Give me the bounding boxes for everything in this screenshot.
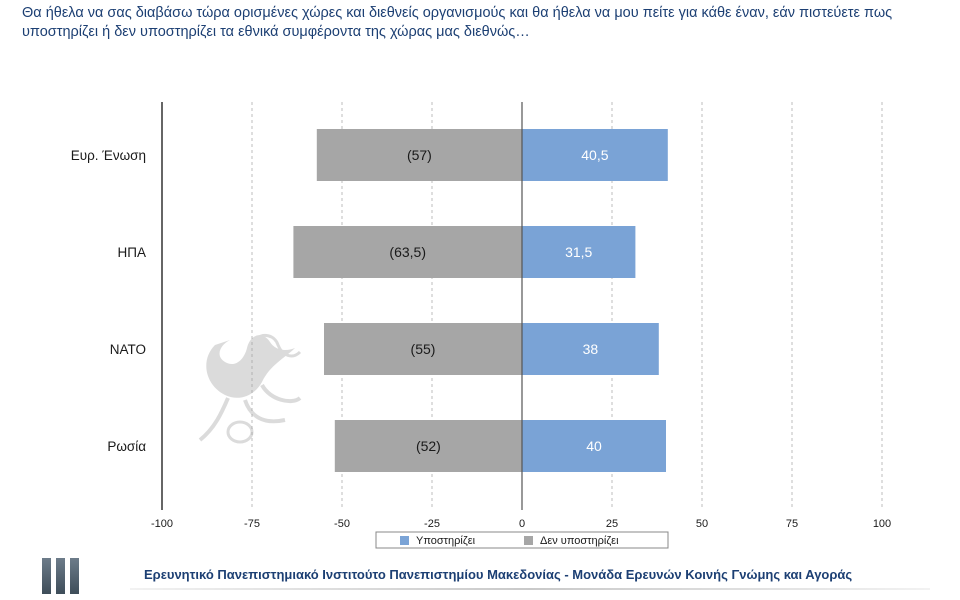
- university-logo: [42, 558, 84, 596]
- chart-axes: -100 -75 -50 -25 0 25 50 75 100 Ευρ. Ένωση ΗΠΑ ΝΑΤΟ…: [71, 102, 891, 530]
- x-tick-label: -25: [424, 518, 440, 530]
- x-tick-label: -75: [244, 518, 260, 530]
- x-tick-label: -100: [151, 518, 173, 530]
- griffin-watermark: [198, 333, 302, 444]
- chart-legend: Υποστηρίζει Δεν υποστηρίζει: [375, 531, 669, 549]
- bar-supports: [522, 420, 666, 472]
- data-label-supports: 38: [583, 341, 599, 357]
- bar-supports: [522, 226, 636, 278]
- footer-institute: Ερευνητικό Πανεπιστημιακό Ινστιτούτο Παν…: [144, 567, 853, 582]
- category-label: ΝΑΤΟ: [110, 342, 146, 357]
- bar-not-supports: [324, 323, 522, 375]
- diverging-bar-chart: (57) 40,5 (63,5) 31,5 (55) 38 (52) 40 -100 -75 -5…: [71, 102, 891, 549]
- data-label-supports: 40,5: [581, 147, 608, 163]
- category-label: Ρωσία: [107, 439, 146, 454]
- data-label-supports: 31,5: [565, 244, 592, 260]
- bar-supports: [522, 323, 659, 375]
- data-label-not-supports: (55): [411, 341, 436, 357]
- bar-supports: [522, 129, 668, 181]
- data-label-not-supports: (63,5): [389, 244, 426, 260]
- legend-box: [375, 531, 669, 549]
- data-label-supports: 40: [586, 438, 602, 454]
- bar-not-supports: [293, 226, 522, 278]
- legend-swatch-not-supports: [524, 536, 533, 545]
- legend-label-not-supports: Δεν υποστηρίζει: [540, 535, 619, 547]
- category-label: ΗΠΑ: [117, 245, 146, 260]
- x-tick-label: 100: [873, 518, 891, 530]
- x-tick-label: -50: [334, 518, 350, 530]
- data-label-not-supports: (57): [407, 147, 432, 163]
- legend-swatch-supports: [400, 536, 409, 545]
- footer-divider: [130, 588, 930, 590]
- x-tick-label: 25: [606, 518, 618, 530]
- x-tick-label: 50: [696, 518, 708, 530]
- x-tick-label: 75: [786, 518, 798, 530]
- x-tick-label: 0: [519, 518, 525, 530]
- data-label-not-supports: (52): [416, 438, 441, 454]
- legend-label-supports: Υποστηρίζει: [416, 535, 476, 547]
- bar-not-supports: [316, 129, 522, 181]
- bar-not-supports: [334, 420, 522, 472]
- survey-question: Θα ήθελα να σας διαβάσω τώρα ορισμένες χ…: [22, 5, 893, 40]
- chart-bars: (57) 40,5 (63,5) 31,5 (55) 38 (52) 40: [293, 129, 668, 472]
- category-label: Ευρ. Ένωση: [71, 148, 146, 163]
